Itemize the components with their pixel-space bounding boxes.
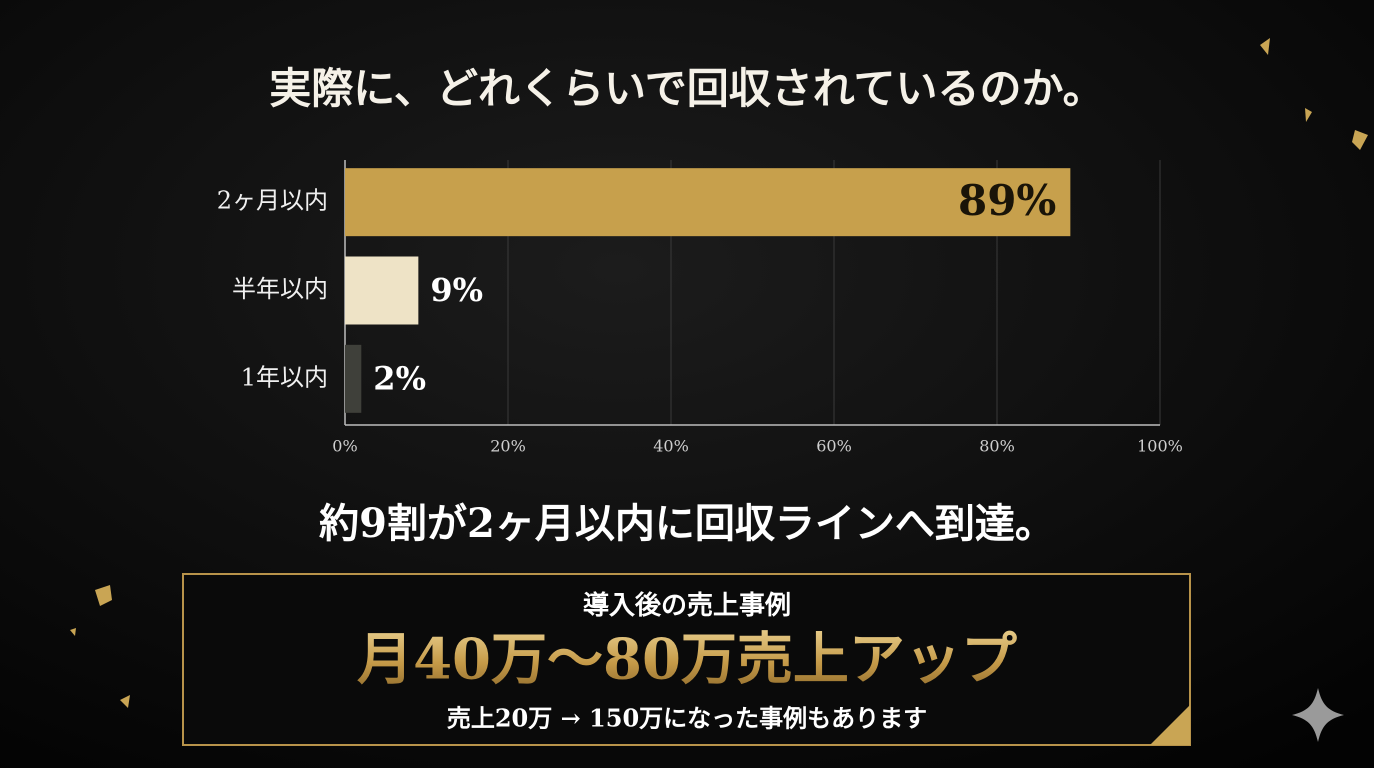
plot: 0% 20% 40% 60% 80% 100% 2ヶ月以内 89% 半年以内 9% 1年以内 2% (217, 160, 1183, 456)
callout-heading: 導入後の売上事例 (583, 590, 791, 621)
chart-title: 実際に、どれくらいで回収されているのか。 (269, 64, 1104, 113)
bar (345, 256, 419, 325)
corner-accent (1150, 705, 1190, 745)
value-label: 89% (958, 176, 1056, 225)
y-tick-label: 2ヶ月以内 (217, 187, 328, 215)
x-tick-label: 60% (816, 437, 852, 456)
callout-main: 月40万〜80万売上アップ (357, 627, 1017, 693)
y-tick-label: 1年以内 (241, 363, 328, 391)
x-tick-label: 40% (653, 437, 689, 456)
summary: 約9割が2ヶ月以内に回収ラインへ到達。 (319, 500, 1055, 547)
x-tick-label: 0% (332, 437, 357, 456)
y-tick-label: 半年以内 (232, 275, 328, 303)
bar (345, 344, 362, 413)
value-label: 9% (430, 271, 483, 309)
x-tick-label: 100% (1137, 437, 1183, 456)
value-label: 2% (373, 359, 426, 397)
gold-flakes (70, 38, 1368, 708)
x-tick-label: 20% (490, 437, 526, 456)
callout-box (182, 573, 1191, 746)
callout-note: 売上20万 → 150万になった事例もあります (447, 704, 927, 733)
bar (345, 168, 1071, 237)
sparkle-icon (1292, 688, 1344, 742)
x-tick-label: 80% (979, 437, 1015, 456)
